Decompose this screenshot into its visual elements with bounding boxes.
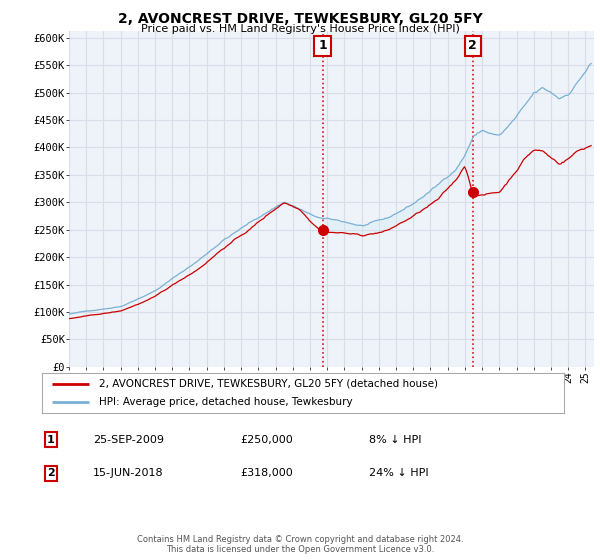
Text: 2, AVONCREST DRIVE, TEWKESBURY, GL20 5FY: 2, AVONCREST DRIVE, TEWKESBURY, GL20 5FY xyxy=(118,12,482,26)
Text: HPI: Average price, detached house, Tewkesbury: HPI: Average price, detached house, Tewk… xyxy=(100,398,353,407)
Text: £318,000: £318,000 xyxy=(240,468,293,478)
Text: Price paid vs. HM Land Registry's House Price Index (HPI): Price paid vs. HM Land Registry's House … xyxy=(140,24,460,34)
Text: 2: 2 xyxy=(469,39,477,53)
Text: 1: 1 xyxy=(47,435,55,445)
Text: 1: 1 xyxy=(318,39,327,53)
Text: 2, AVONCREST DRIVE, TEWKESBURY, GL20 5FY (detached house): 2, AVONCREST DRIVE, TEWKESBURY, GL20 5FY… xyxy=(100,379,439,389)
Text: 25-SEP-2009: 25-SEP-2009 xyxy=(93,435,164,445)
Text: 15-JUN-2018: 15-JUN-2018 xyxy=(93,468,164,478)
Text: Contains HM Land Registry data © Crown copyright and database right 2024.
This d: Contains HM Land Registry data © Crown c… xyxy=(137,535,463,554)
Text: £250,000: £250,000 xyxy=(240,435,293,445)
Text: 24% ↓ HPI: 24% ↓ HPI xyxy=(369,468,428,478)
Text: 2: 2 xyxy=(47,468,55,478)
Text: 8% ↓ HPI: 8% ↓ HPI xyxy=(369,435,421,445)
